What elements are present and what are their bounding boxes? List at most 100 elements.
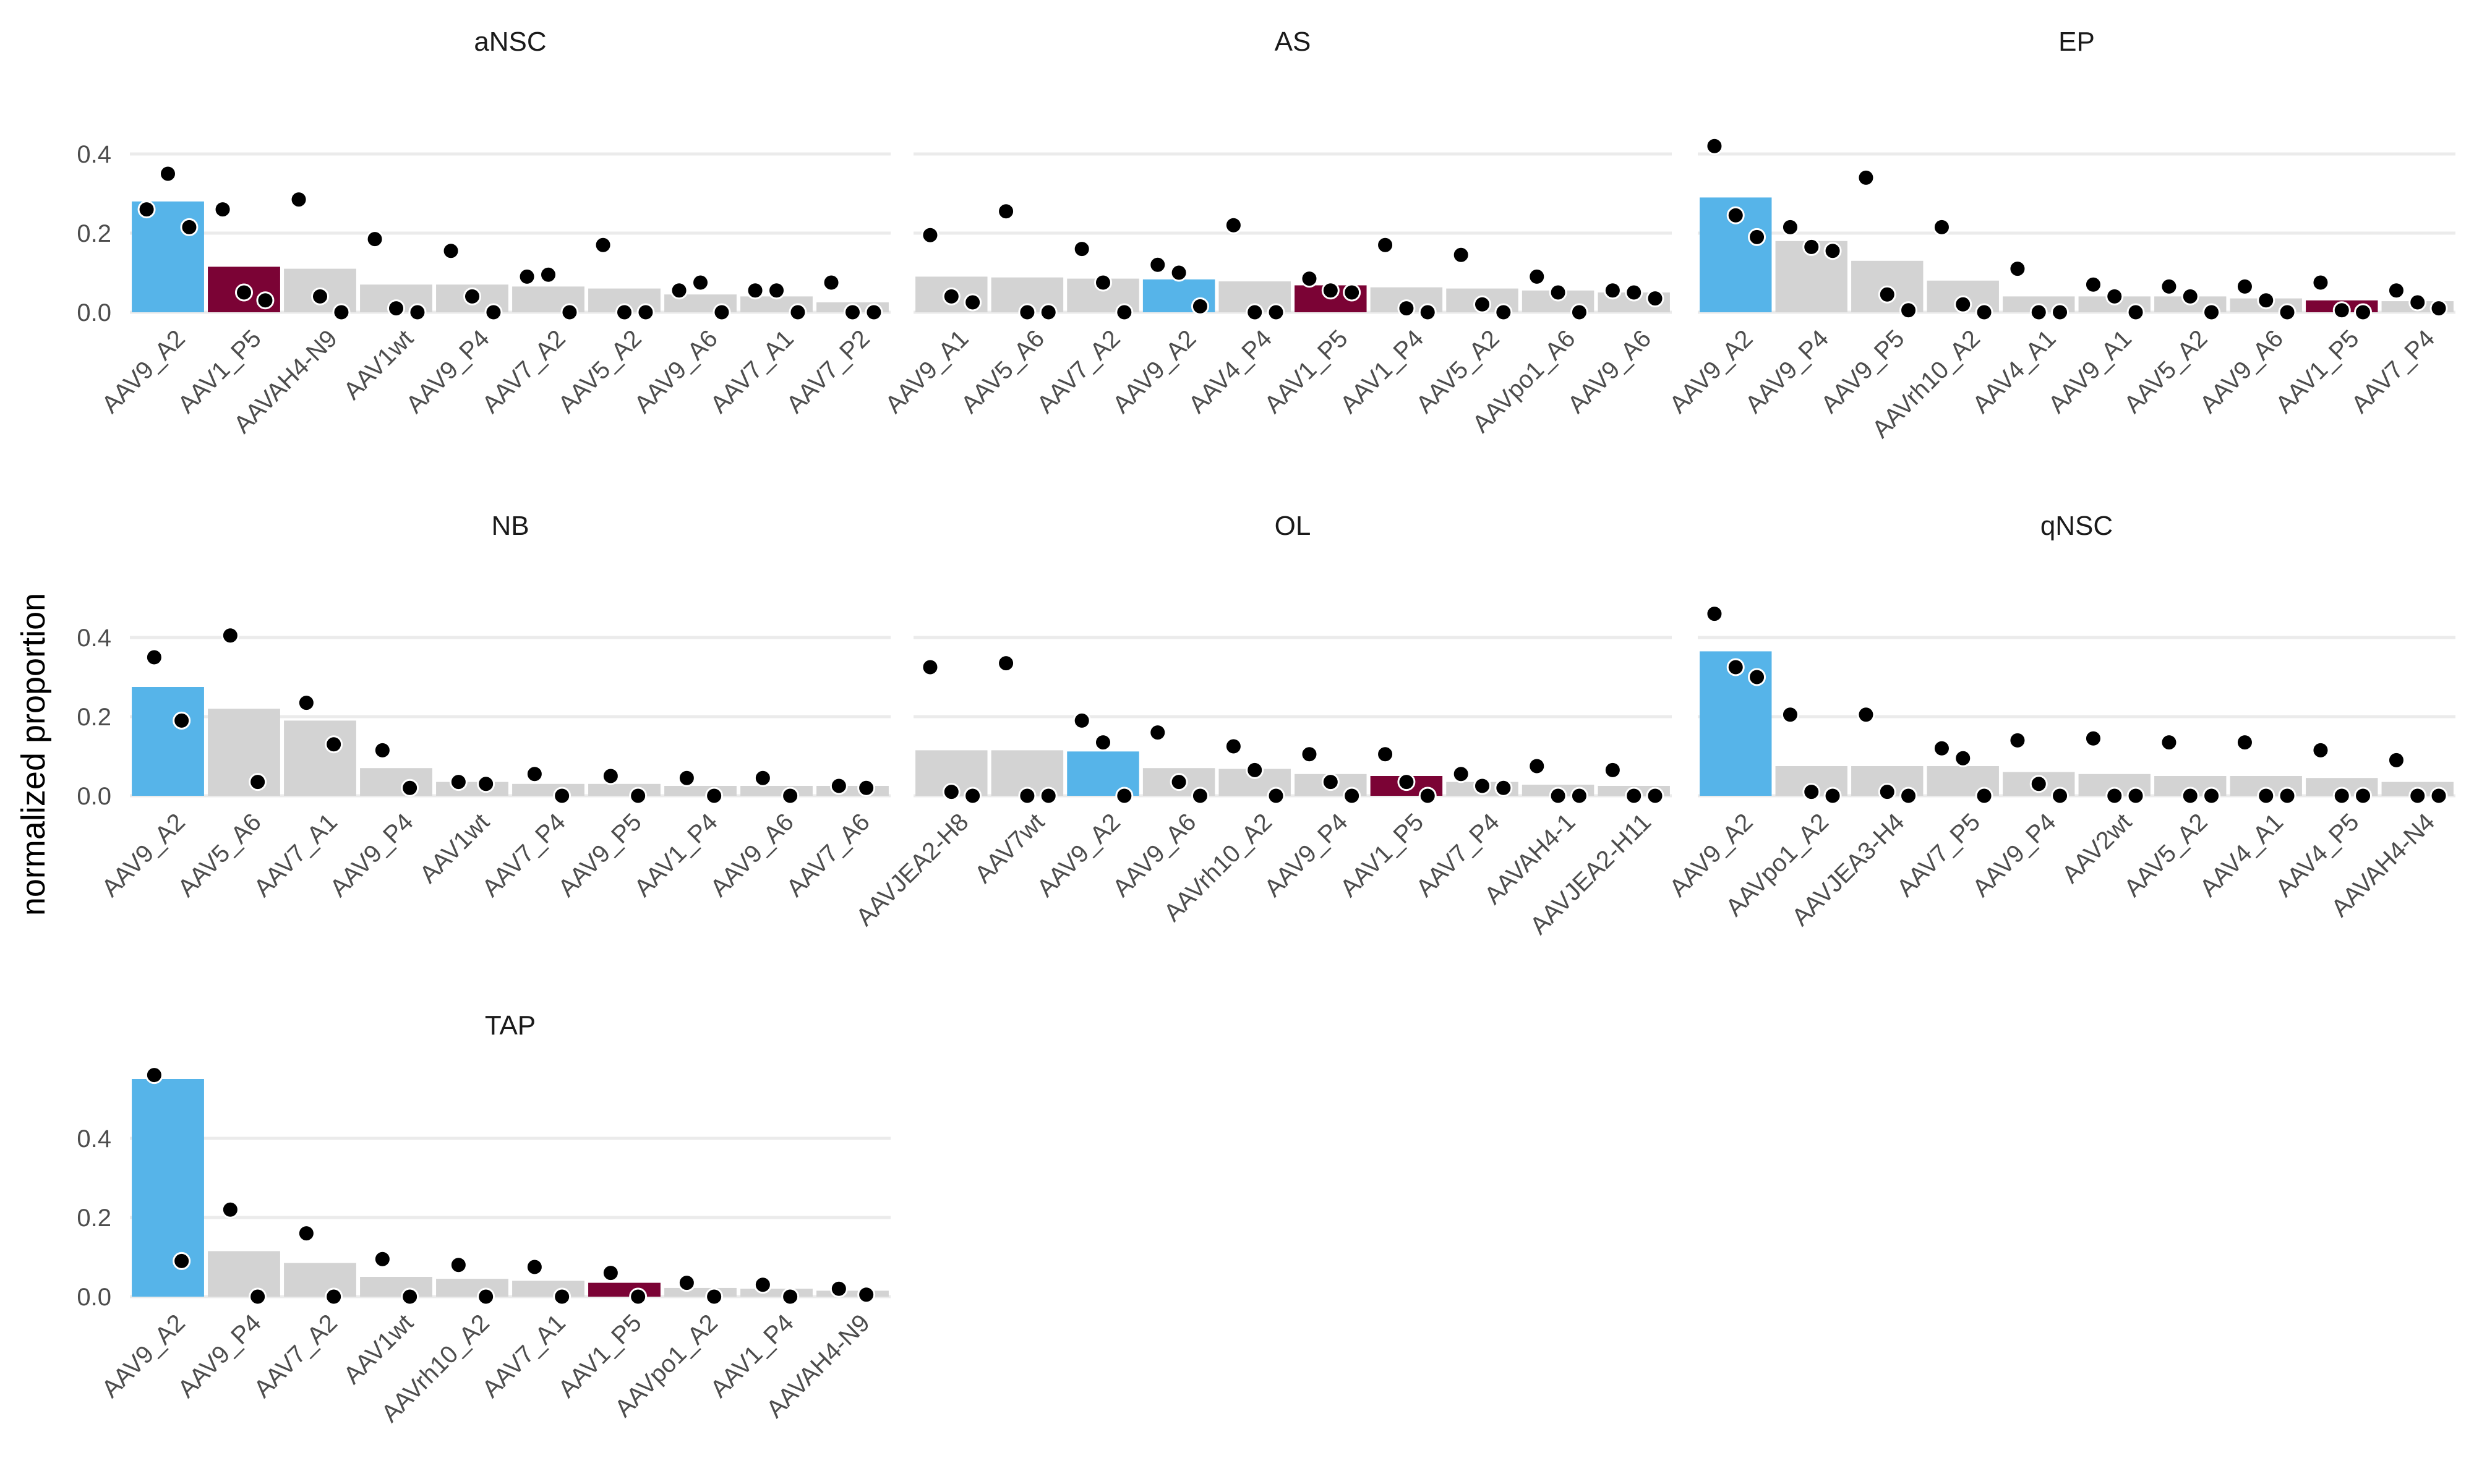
- data-point: [401, 778, 419, 797]
- data-point: [1018, 303, 1037, 322]
- data-point: [1072, 240, 1091, 258]
- data-point: [373, 1250, 392, 1268]
- data-point: [753, 1276, 772, 1294]
- bar-aav1-p4: [740, 1289, 813, 1297]
- data-point: [289, 190, 308, 209]
- x-tick-label: AAV7_A1: [249, 808, 343, 902]
- data-point: [387, 299, 405, 318]
- data-point: [2181, 287, 2199, 305]
- data-point: [1899, 301, 1918, 320]
- data-point: [865, 303, 883, 322]
- data-point: [1343, 283, 1361, 302]
- data-point: [518, 267, 536, 286]
- data-point: [857, 1286, 876, 1304]
- data-point: [1528, 757, 1546, 775]
- data-point: [1748, 228, 1766, 246]
- data-point: [366, 230, 384, 249]
- bar-aav7-a6: [816, 786, 889, 796]
- data-point: [1528, 267, 1546, 286]
- data-point: [1224, 216, 1243, 234]
- x-tick-label: AAV1_P5: [2271, 325, 2365, 419]
- data-point: [1321, 281, 1340, 300]
- x-tick-label: AAV9_P4: [1740, 325, 1834, 419]
- data-point: [2235, 277, 2254, 296]
- x-tick-label: AAV7_A2: [477, 325, 571, 419]
- data-point: [2051, 303, 2070, 322]
- data-point: [1549, 283, 1567, 302]
- x-tick-label: AAV7_P4: [477, 808, 571, 902]
- panel-title: aNSC: [474, 27, 546, 57]
- data-point: [1473, 777, 1491, 795]
- panel-ol: OLAAVJEA2-H8AAV7wtAAV9_A2AAV9_A6AAVrh10_…: [851, 511, 1672, 940]
- y-tick-label: 0.4: [77, 141, 111, 168]
- data-point: [789, 303, 807, 322]
- data-point: [1246, 761, 1264, 779]
- y-tick-label: 0.2: [77, 704, 111, 731]
- bar-aav9-p5: [588, 783, 661, 796]
- y-tick-label: 0.4: [77, 1125, 111, 1153]
- x-tick-label: AAV9_A2: [96, 1309, 190, 1403]
- bar-aavpo1-a2: [664, 1287, 737, 1297]
- x-tick-label: AAV7_A6: [781, 808, 875, 902]
- data-point: [401, 1287, 419, 1306]
- bar-aav7-a2: [284, 1263, 356, 1297]
- data-point: [2008, 260, 2027, 278]
- data-point: [1823, 242, 1842, 260]
- data-point: [525, 765, 544, 783]
- data-point: [1646, 787, 1664, 805]
- data-point: [2257, 787, 2275, 805]
- x-tick-label: AAV9_A6: [629, 325, 723, 419]
- bar-aavah4-n9: [816, 1290, 889, 1297]
- data-point: [173, 711, 191, 730]
- data-point: [921, 658, 940, 676]
- y-tick-label: 0.0: [77, 299, 111, 326]
- data-point: [2160, 733, 2178, 752]
- data-point: [594, 236, 612, 254]
- data-point: [1246, 303, 1264, 322]
- data-point: [173, 1252, 191, 1270]
- bar-aav1wt: [360, 1277, 432, 1297]
- x-tick-label: AAV7_P4: [2346, 325, 2440, 419]
- data-point: [1343, 787, 1361, 805]
- x-tick-label: AAV9_A6: [705, 808, 799, 902]
- x-tick-label: AAV9_A2: [1664, 325, 1758, 419]
- x-tick-label: AAV4_A1: [1967, 325, 2061, 419]
- data-point: [1376, 236, 1395, 254]
- x-tick-label: AAV9_A6: [1562, 325, 1656, 419]
- data-point: [1975, 303, 1993, 322]
- data-point: [221, 626, 239, 645]
- data-point: [768, 281, 785, 300]
- x-tick-label: AAV9_A6: [2194, 325, 2288, 419]
- data-point: [332, 303, 351, 322]
- data-point: [1418, 787, 1437, 805]
- data-point: [713, 303, 731, 322]
- x-tick-label: AAV7_A1: [477, 1309, 571, 1403]
- data-point: [857, 778, 876, 797]
- x-tick-label: AAV9_P4: [401, 325, 495, 419]
- data-point: [213, 200, 232, 219]
- bar-aav7-a1: [512, 1281, 584, 1297]
- data-point: [2429, 787, 2448, 805]
- data-point: [1603, 281, 1622, 300]
- x-tick-label: AAV9_A1: [2043, 325, 2137, 419]
- data-point: [1170, 263, 1188, 282]
- data-point: [677, 769, 696, 787]
- data-point: [539, 265, 557, 284]
- data-point: [1781, 706, 1799, 724]
- x-tick-label: AAV9_P4: [1967, 808, 2061, 902]
- data-point: [1094, 273, 1112, 292]
- data-point: [477, 775, 495, 793]
- data-point: [746, 281, 764, 300]
- data-point: [2202, 303, 2221, 322]
- y-axis-title: normalized proportion: [15, 593, 52, 916]
- data-point: [670, 281, 688, 300]
- data-point: [2408, 293, 2427, 312]
- data-point: [601, 767, 620, 785]
- data-point: [2181, 787, 2199, 805]
- data-point: [525, 1258, 544, 1276]
- x-tick-label: AAV9_A2: [1032, 808, 1126, 902]
- data-point: [2084, 729, 2102, 748]
- data-point: [691, 273, 709, 292]
- x-tick-label: AAV5_A6: [173, 808, 267, 902]
